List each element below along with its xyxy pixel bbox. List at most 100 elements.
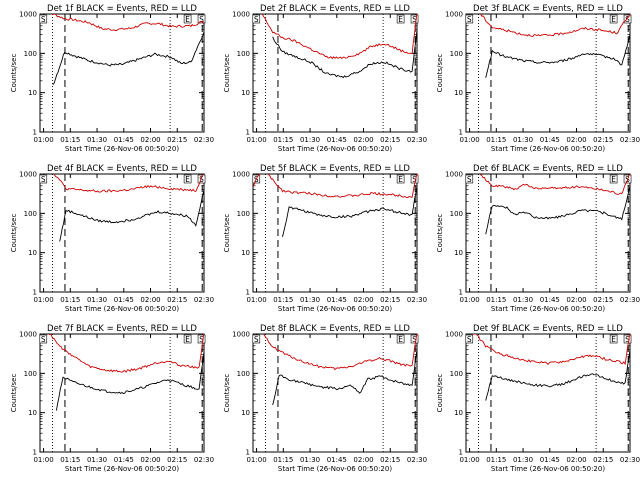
y-tick-label: 10 [241,249,250,257]
y-tick-label: 100 [450,370,463,378]
y-axis-label: Counts/sec [10,374,18,413]
interval-marker-box [609,174,618,184]
plot-frame [39,13,205,133]
interval-marker-box [183,334,192,344]
x-tick-label: 01:00 [459,456,479,464]
y-axis-label: Counts/sec [436,374,444,413]
x-tick-label: 01:15 [486,296,506,304]
panel-title: Det 4f BLACK = Events, RED = LLD [47,164,197,174]
lld-rate-line [480,14,630,37]
y-tick-label: 100 [237,370,250,378]
y-tick-label: 1000 [445,331,463,339]
lld-rate-line [471,334,630,366]
interval-marker-box [396,174,405,184]
panel-title: Det 6f BLACK = Events, RED = LLD [473,164,623,174]
panel-1: Det 1f BLACK = Events, RED = LLD 1 10 100 10… [10,4,214,153]
x-tick-label: 01:00 [459,136,479,144]
interval-marker-box [183,14,192,24]
interval-marker-box [609,14,618,24]
interval-marker-box [609,334,618,344]
x-tick-label: 01:30 [87,456,107,464]
x-tick-label: 01:45 [540,296,560,304]
x-tick-label: 02:00 [353,136,373,144]
interval-marker-box [197,334,206,344]
lld-rate-line [253,174,417,198]
interval-marker-box [252,334,261,344]
events-rate-line [52,31,204,85]
y-tick-label: 1 [33,449,37,457]
interval-marker-label: S [412,175,417,184]
lld-rate-line [46,334,204,373]
interval-marker-label: S [41,335,46,344]
panel-title: Det 8f BLACK = Events, RED = LLD [260,324,410,334]
x-tick-label: 01:30 [87,136,107,144]
x-tick-label: 01:00 [459,296,479,304]
interval-marker-label: S [41,15,46,24]
x-tick-label: 02:00 [140,296,160,304]
y-tick-label: 100 [24,370,37,378]
x-tick-label: 01:15 [486,456,506,464]
interval-marker-label: E [185,175,190,184]
x-tick-label: 02:30 [194,456,214,464]
y-tick-label: 1 [246,449,250,457]
y-tick-label: 1000 [232,331,250,339]
x-tick-label: 01:00 [246,456,266,464]
panel-title: Det 9f BLACK = Events, RED = LLD [473,324,623,334]
x-tick-label: 02:30 [620,296,640,304]
interval-marker-box [465,14,474,24]
x-tick-label: 01:30 [513,136,533,144]
y-axis-label: Counts/sec [223,374,231,413]
interval-marker-box [623,334,632,344]
x-tick-label: 02:30 [407,456,427,464]
x-axis-label: Start Time (26-Nov-06 00:50:20) [491,305,605,313]
x-tick-label: 01:00 [33,456,53,464]
y-tick-label: 100 [450,50,463,58]
x-tick-label: 01:45 [114,296,134,304]
y-tick-label: 100 [237,210,250,218]
interval-marker-label: E [611,175,616,184]
y-axis-label: Counts/sec [10,54,18,93]
y-tick-label: 10 [28,249,37,257]
panel-title: Det 3f BLACK = Events, RED = LLD [473,4,623,14]
y-tick-label: 1 [459,289,463,297]
x-tick-label: 02:15 [167,456,187,464]
y-tick-label: 100 [237,50,250,58]
x-tick-label: 01:15 [60,136,80,144]
x-axis-label: Start Time (26-Nov-06 00:50:20) [491,145,605,153]
interval-marker-label: S [467,15,472,24]
x-tick-label: 02:15 [380,456,400,464]
plot-frame [465,173,631,293]
x-tick-label: 02:00 [140,136,160,144]
x-tick-label: 02:15 [167,136,187,144]
plot-frame [252,173,418,293]
interval-marker-label: S [254,15,259,24]
interval-marker-box [396,334,405,344]
y-tick-label: 1 [33,129,37,137]
y-axis-label: Counts/sec [436,214,444,253]
x-tick-label: 01:30 [513,456,533,464]
interval-marker-box [396,14,405,24]
x-tick-label: 02:00 [140,456,160,464]
y-tick-label: 1000 [19,171,37,179]
y-tick-label: 1 [459,129,463,137]
x-tick-label: 02:15 [593,296,613,304]
x-tick-label: 01:30 [300,136,320,144]
x-tick-label: 01:30 [300,296,320,304]
interval-marker-label: S [199,175,204,184]
interval-marker-box [252,14,261,24]
x-tick-label: 01:00 [246,296,266,304]
x-tick-label: 02:30 [407,136,427,144]
y-tick-label: 10 [241,89,250,97]
interval-marker-label: S [41,175,46,184]
x-tick-label: 02:00 [566,136,586,144]
lld-rate-line [47,14,204,31]
panel-5: Det 5f BLACK = Events, RED = LLD 1 10 100 10… [223,164,427,313]
x-tick-label: 02:30 [620,136,640,144]
plot-frame [465,333,631,453]
panel-7: Det 7f BLACK = Events, RED = LLD 1 10 100 10… [10,324,214,473]
x-tick-label: 02:00 [353,456,373,464]
interval-marker-label: S [625,335,630,344]
x-tick-label: 01:45 [327,136,347,144]
y-tick-label: 1 [246,129,250,137]
lld-rate-line [53,174,204,193]
